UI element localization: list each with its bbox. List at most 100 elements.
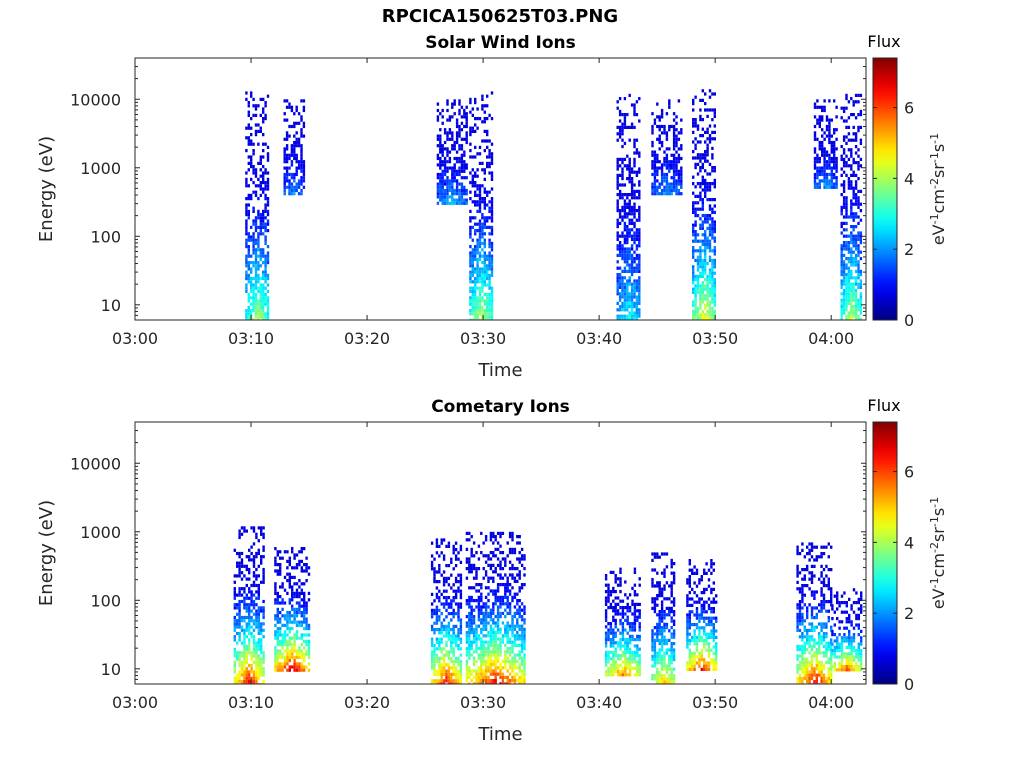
heatmap-cell: [286, 550, 289, 554]
heatmap-cell: [825, 124, 829, 129]
heatmap-cell: [624, 618, 627, 622]
heatmap-cell: [825, 160, 829, 164]
heatmap-cell: [842, 109, 846, 113]
heatmap-cell: [699, 185, 702, 189]
heatmap-cell: [626, 247, 629, 251]
heatmap-cell: [701, 201, 704, 205]
heatmap-cell: [484, 659, 488, 663]
heatmap-cell: [468, 621, 471, 625]
heatmap-cell: [628, 209, 631, 213]
heatmap-cell: [465, 653, 469, 657]
heatmap-cell: [628, 247, 631, 251]
x-tick-label: 03:10: [228, 329, 274, 348]
heatmap-cell: [450, 612, 453, 616]
heatmap-cell: [482, 650, 485, 654]
heatmap-cell: [435, 647, 439, 651]
heatmap-cell: [245, 261, 248, 265]
heatmap-cell: [508, 547, 512, 551]
heatmap-cell: [288, 192, 291, 196]
heatmap-cell: [626, 196, 629, 200]
heatmap-cell: [293, 112, 296, 116]
heatmap-cell: [665, 667, 669, 671]
heatmap-cell: [668, 610, 671, 614]
heatmap-cell: [823, 131, 826, 135]
heatmap-cell: [442, 679, 446, 683]
heatmap-cell: [460, 115, 464, 119]
heatmap-cell: [635, 228, 639, 232]
heatmap-cell: [266, 200, 270, 204]
heatmap-cell: [857, 148, 860, 152]
heatmap-cell: [248, 625, 251, 629]
heatmap-cell: [612, 628, 615, 632]
heatmap-cell: [623, 119, 627, 123]
heatmap-cell: [453, 144, 456, 148]
heatmap-cell: [711, 281, 714, 285]
heatmap-cell: [262, 309, 265, 313]
heatmap-cell: [630, 247, 634, 251]
heatmap-cell: [628, 647, 632, 651]
heatmap-cell: [623, 253, 627, 257]
heatmap-cell: [469, 286, 472, 290]
heatmap-cell: [490, 200, 494, 204]
heatmap-cell: [438, 589, 441, 593]
heatmap-cell: [469, 312, 472, 316]
heatmap-cell: [520, 679, 524, 683]
heatmap-cell: [699, 239, 702, 243]
heatmap-cell: [840, 244, 843, 248]
heatmap-cell: [459, 583, 463, 587]
heatmap-cell: [293, 140, 296, 145]
heatmap-cell: [842, 253, 846, 257]
heatmap-cell: [482, 663, 485, 667]
heatmap-cell: [638, 253, 641, 257]
heatmap-cell: [436, 201, 440, 205]
heatmap-cell: [262, 277, 265, 281]
heatmap-cell: [276, 643, 279, 647]
heatmap-cell: [470, 535, 473, 539]
heatmap-cell: [854, 311, 858, 315]
heatmap-cell: [616, 666, 620, 670]
heatmap-cell: [257, 548, 260, 552]
heatmap-cell: [291, 655, 294, 659]
heatmap-cell: [692, 290, 695, 294]
heatmap-cell: [477, 544, 481, 548]
heatmap-cell: [672, 619, 676, 623]
heatmap-cell: [658, 137, 661, 141]
heatmap-cell: [699, 140, 702, 144]
heatmap-cell: [470, 567, 473, 571]
heatmap-cell: [233, 596, 236, 600]
heatmap-cell: [480, 653, 483, 657]
heatmap-cell: [516, 599, 519, 603]
heatmap-cell: [842, 276, 846, 280]
heatmap-cell: [436, 163, 440, 167]
heatmap-cell: [651, 674, 654, 678]
heatmap-cell: [665, 597, 669, 601]
heatmap-cell: [499, 647, 502, 651]
heatmap-cell: [845, 295, 848, 299]
heatmap-cell: [286, 591, 289, 595]
heatmap-cell: [440, 538, 443, 542]
heatmap-cell: [248, 673, 251, 677]
heatmap-cell: [465, 118, 468, 122]
heatmap-cell: [233, 580, 236, 584]
heatmap-cell: [818, 160, 821, 164]
heatmap-cell: [828, 166, 831, 170]
heatmap-cell: [255, 555, 258, 559]
heatmap-cell: [840, 279, 843, 283]
heatmap-cell: [447, 676, 451, 680]
heatmap-cell: [274, 623, 277, 627]
heatmap-cell: [295, 665, 299, 669]
heatmap-cell: [486, 193, 489, 197]
heatmap-cell: [656, 661, 659, 665]
heatmap-cell: [612, 666, 615, 670]
heatmap-cell: [448, 131, 452, 135]
heatmap-cell: [623, 209, 627, 213]
heatmap-cell: [621, 167, 624, 171]
heatmap-cell: [857, 129, 860, 133]
heatmap-cell: [845, 173, 848, 177]
heatmap-cell: [440, 663, 443, 667]
heatmap-cell: [653, 584, 657, 588]
heatmap-cell: [245, 289, 248, 293]
heatmap-cell: [247, 110, 250, 114]
heatmap-cell: [638, 647, 641, 651]
heatmap-cell: [704, 191, 707, 195]
